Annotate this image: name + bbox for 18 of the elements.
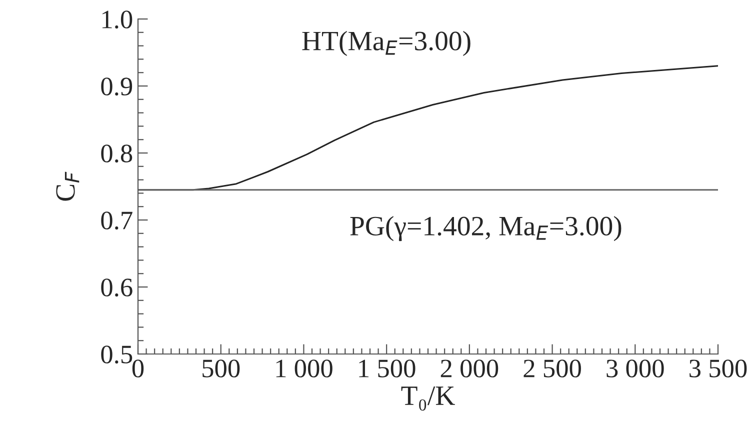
x-tick-label: 3 000: [606, 360, 664, 378]
x-tick-label: 1 000: [276, 360, 332, 378]
y-tick-label: 0.6: [101, 278, 132, 297]
x-tick-label: 3 500: [690, 360, 747, 378]
x-axis-title: T₀/K: [401, 386, 455, 411]
x-tick-label: 1 500: [359, 360, 416, 378]
x-tick-label: 0: [132, 360, 144, 378]
y-tick-label: 0.8: [101, 144, 132, 163]
y-tick-label: 0.9: [101, 78, 132, 96]
x-tick-label: 2 500: [524, 360, 581, 378]
y-tick-label: 0.7: [101, 212, 132, 230]
x-tick-label: 500: [202, 360, 240, 378]
y-axis-title: C$_{F}$: [56, 172, 80, 201]
y-tick-label: 1.0: [102, 10, 132, 29]
x-tick-label: 2 000: [440, 360, 498, 378]
series-label: HT(Ma$_{E}$=3.00): [302, 30, 470, 56]
y-tick-label: 0.5: [101, 346, 132, 364]
series-label: PG(γ=1.402, Ma$_{E}$=3.00): [350, 216, 622, 242]
